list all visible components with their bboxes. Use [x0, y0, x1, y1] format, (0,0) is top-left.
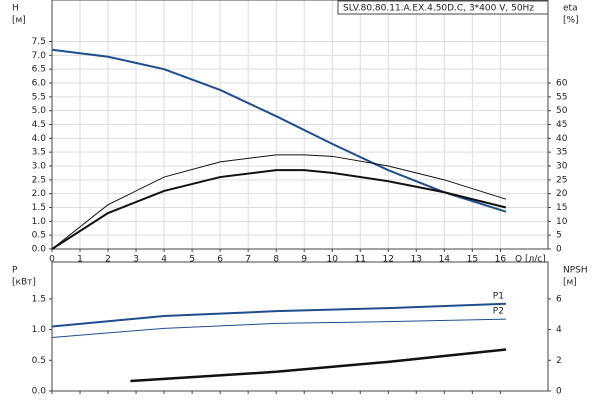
x-tick-label: 9	[301, 255, 307, 265]
y2-tick-label: 40	[556, 134, 568, 144]
y-tick-label: 0.0	[32, 387, 47, 397]
x-tick-label: 11	[355, 255, 366, 265]
x-tick-label: 8	[273, 255, 279, 265]
x-tick-label: 13	[411, 255, 422, 265]
plot-frame	[51, 0, 549, 250]
chart-title: SLV.80.80.11.A.EX.4.50D.C, 3*400 V, 50Hz	[343, 4, 534, 14]
x-tick-label: 4	[161, 255, 167, 265]
x-tick-label: 7	[245, 255, 251, 265]
x-tick-label: 1	[77, 255, 83, 265]
y-tick-label: 7.0	[32, 51, 47, 61]
curve	[51, 302, 507, 328]
curve	[130, 348, 507, 383]
y2-tick-label: 30	[556, 162, 568, 172]
curve	[51, 318, 506, 339]
y2-tick-label: 0	[556, 387, 562, 397]
x-tick-label: 14	[439, 255, 451, 265]
y2-label: eta	[563, 4, 578, 14]
y-tick-label: 1.5	[32, 203, 46, 213]
y-tick-label: 1.5	[32, 294, 46, 304]
y-tick-label: 3.5	[32, 148, 46, 158]
y2-tick-label: 35	[556, 148, 567, 158]
y2-tick-label: 15	[556, 203, 567, 213]
y-tick-label: 2.5	[32, 175, 46, 185]
y-tick-label: 1.0	[32, 217, 47, 227]
y-tick-label: 5.5	[32, 92, 46, 102]
y2-tick-label: 50	[556, 106, 568, 116]
y2-label: NPSH	[563, 266, 588, 276]
x-tick-label: 15	[467, 255, 478, 265]
y2-tick-label: 2	[556, 356, 562, 366]
curve-label: P2	[493, 307, 504, 317]
y2-tick-label: 5	[556, 231, 562, 241]
y-label: H	[12, 4, 19, 14]
y2-tick-label: 25	[556, 175, 567, 185]
y-tick-label: 2.0	[32, 189, 47, 199]
x-tick-label: 5	[189, 255, 195, 265]
y-tick-label: 0.0	[32, 245, 47, 255]
y2-unit: [%]	[563, 16, 579, 26]
x-tick-label: 2	[105, 255, 111, 265]
curve-label: P1	[493, 291, 504, 301]
x-tick-label: 6	[217, 255, 223, 265]
y-tick-label: 7.5	[32, 37, 46, 47]
y-unit: [кВт]	[12, 278, 36, 288]
y2-tick-label: 60	[556, 79, 568, 89]
x-tick-label: 16	[495, 255, 507, 265]
y2-tick-label: 0	[556, 245, 562, 255]
y-tick-label: 4.0	[32, 134, 47, 144]
y2-tick-label: 10	[556, 217, 568, 227]
title-box	[337, 0, 549, 15]
y2-unit: [м]	[563, 278, 577, 288]
curve	[51, 169, 507, 250]
x-label: Q [л/с]	[515, 255, 546, 265]
x-tick-label: 10	[326, 255, 338, 265]
y2-tick-label: 45	[556, 120, 567, 130]
y-tick-label: 3.0	[32, 162, 47, 172]
y-tick-label: 6.5	[32, 65, 46, 75]
x-tick-label: 12	[383, 255, 394, 265]
x-tick-label: 0	[49, 255, 55, 265]
y-tick-label: 6.0	[32, 79, 47, 89]
y-tick-label: 0.5	[32, 356, 46, 366]
y2-tick-label: 4	[556, 325, 562, 335]
y2-tick-label: 6	[556, 294, 562, 304]
curve	[51, 48, 507, 213]
y2-tick-label: 55	[556, 92, 567, 102]
y-tick-label: 1.0	[32, 325, 47, 335]
y-tick-label: 4.5	[32, 120, 46, 130]
curve	[51, 154, 507, 250]
y-tick-label: 5.0	[32, 106, 47, 116]
plot-frame	[51, 261, 549, 392]
y2-tick-label: 20	[556, 189, 568, 199]
y-unit: [м]	[12, 16, 26, 26]
y-label: P	[12, 266, 18, 276]
y-tick-label: 0.5	[32, 231, 46, 241]
x-tick-label: 3	[133, 255, 139, 265]
